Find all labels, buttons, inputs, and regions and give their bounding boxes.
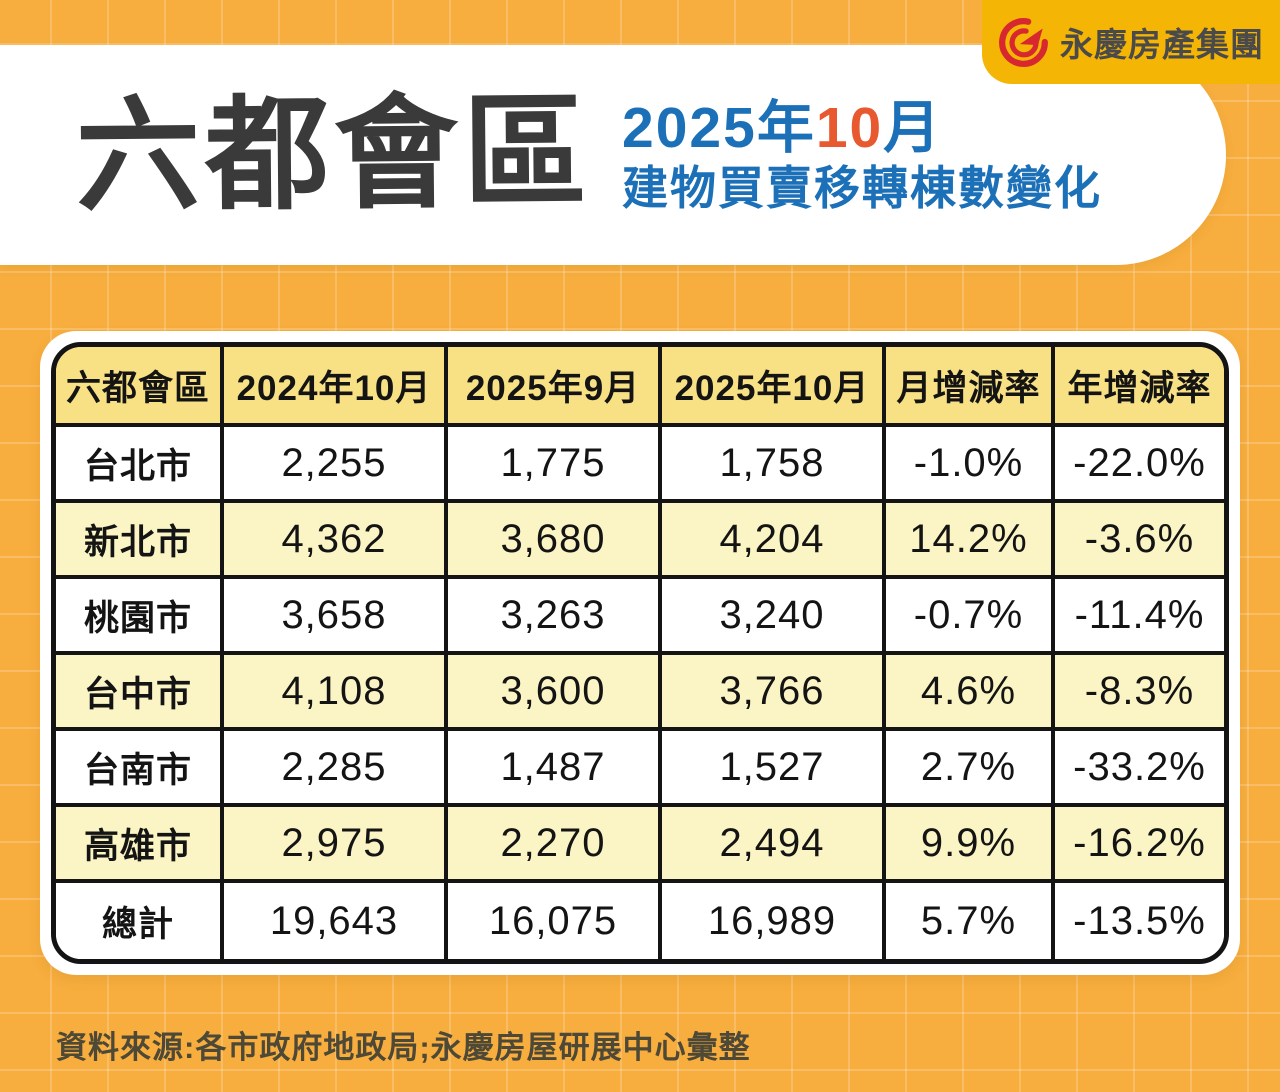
table-cell: 19,643 [224,883,448,959]
table-cell: 5.7% [886,883,1055,959]
table-cell: 4.6% [886,655,1055,727]
table-cell: -22.0% [1073,440,1206,485]
table-cell: 2,494 [662,807,886,879]
yungching-logo-icon [999,18,1048,67]
page-title: 六都會區 [75,83,593,227]
table-row: 高雄市 2,975 2,270 2,494 9.9% -16.2% [56,807,1224,883]
table-row: 總計 19,643 16,075 16,989 5.7% -13.5% [56,883,1224,959]
data-table: 六都會區 2024年10月 2025年9月 2025年10月 月增減率 年增減率 台北市 2,… [51,342,1229,964]
table-cell: 2,270 [448,807,662,879]
source-note: 資料來源:各市政府地政局;永慶房屋研展中心彙整 [56,1030,751,1065]
table-card: 六都會區 2024年10月 2025年9月 2025年10月 月增減率 年增減率 台北市 2,… [40,331,1240,975]
table-header-row: 六都會區 2024年10月 2025年9月 2025年10月 月增減率 年增減率 [56,347,1224,427]
table-cell: 3,240 [662,579,886,651]
table-cell: -11.4% [1074,592,1205,637]
table-cell: -1.0% [886,427,1055,499]
subtitle-period: 2025年10月 [622,99,1102,157]
brand-name: 永慶房產集團 [1060,26,1264,63]
table-cell: 2,255 [224,427,448,499]
table-row: 台中市 4,108 3,600 3,766 4.6% -8.3% [56,655,1224,731]
table-cell: 1,487 [448,731,662,803]
column-header: 六都會區 [56,347,224,423]
table-cell: 16,989 [662,883,886,959]
table-cell: -13.5% [1073,898,1206,943]
table-cell: 3,263 [448,579,662,651]
table-cell: 3,680 [448,503,662,575]
column-header: 2025年10月 [662,347,886,423]
table-cell: 1,758 [662,427,886,499]
subtitle-month-number: 10 [815,95,884,160]
table-cell: 9.9% [886,807,1055,879]
table-row: 桃園市 3,658 3,263 3,240 -0.7% -11.4% [56,579,1224,655]
table-cell: -3.6% [1084,516,1195,561]
table-cell: 2.7% [886,731,1055,803]
table-cell: -33.2% [1073,744,1206,789]
brand-band: 永慶房產集團 [982,0,1280,84]
table-cell: 4,108 [224,655,448,727]
table-row: 新北市 4,362 3,680 4,204 14.2% -3.6% [56,503,1224,579]
row-label: 高雄市 [56,807,224,879]
table-cell: 14.2% [886,503,1055,575]
table-cell: 4,204 [662,503,886,575]
table-cell: 3,658 [224,579,448,651]
table-cell: 1,527 [662,731,886,803]
column-header: 年增減率 [1067,368,1212,408]
column-header: 月增減率 [886,347,1055,423]
subtitle-topic: 建物買賣移轉棟數變化 [622,161,1103,214]
subtitle-year: 2025年 [622,95,816,160]
table-cell: 16,075 [448,883,662,959]
table-cell: -8.3% [1084,668,1195,713]
table-cell: -0.7% [886,579,1055,651]
row-label: 台中市 [56,655,224,727]
subtitle-month-suffix: 月 [883,95,943,160]
table-cell: 3,600 [448,655,662,727]
table-cell: 3,766 [662,655,886,727]
table-row: 台北市 2,255 1,775 1,758 -1.0% -22.0% [56,427,1224,503]
table-cell: 2,975 [224,807,448,879]
table-cell: -16.2% [1073,820,1206,865]
row-label: 台北市 [56,427,224,499]
column-header: 2024年10月 [224,347,448,423]
table-cell: 2,285 [224,731,448,803]
column-header: 2025年9月 [448,347,662,423]
table-cell: 4,362 [224,503,448,575]
table-cell: 1,775 [448,427,662,499]
page-subtitle: 2025年10月 建物買賣移轉棟數變化 [622,99,1103,214]
row-label: 桃園市 [56,579,224,651]
table-row: 台南市 2,285 1,487 1,527 2.7% -33.2% [56,731,1224,807]
row-label: 新北市 [56,503,224,575]
row-label: 台南市 [56,731,224,803]
row-label: 總計 [56,883,224,959]
